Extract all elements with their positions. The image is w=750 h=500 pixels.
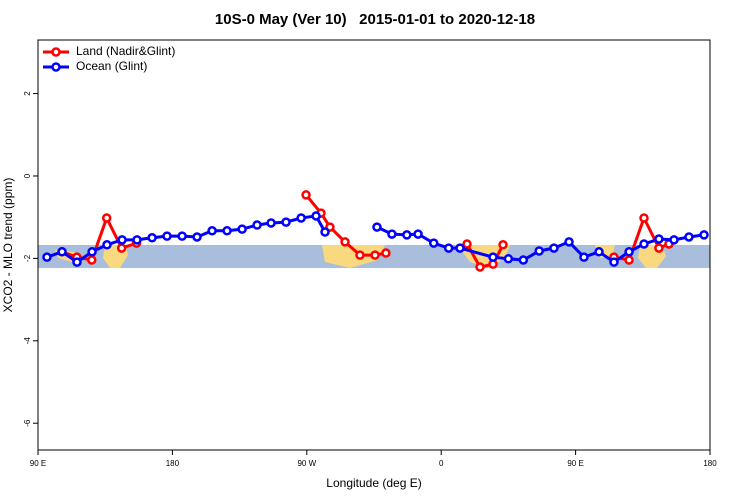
data-point: [311, 211, 321, 221]
data-point: [116, 243, 127, 253]
data-point: [564, 237, 574, 247]
plot-frame: [37, 39, 711, 451]
data-point: [549, 243, 559, 253]
x-tick-label: 90 W: [297, 459, 316, 468]
x-tick-label: 0: [439, 459, 444, 468]
data-point: [207, 226, 217, 236]
data-point: [301, 190, 311, 200]
data-point: [237, 224, 247, 234]
data-point: [402, 230, 412, 240]
x-tick-label: 90 E: [30, 459, 46, 468]
data-point: [624, 247, 634, 257]
x-tick-label: 90 E: [567, 459, 583, 468]
x-tick-label: 180: [166, 459, 180, 468]
data-point: [518, 255, 529, 265]
data-point: [462, 239, 472, 249]
data-point: [669, 235, 679, 245]
data-point: [579, 252, 589, 262]
data-point: [87, 247, 97, 257]
data-point: [87, 255, 97, 265]
x-axis-title: Longitude (deg E): [326, 476, 421, 490]
data-point: [281, 217, 291, 227]
data-point: [684, 232, 694, 242]
y-axis-title: XCO2 - MLO trend (ppm): [1, 178, 15, 313]
legend-label: Ocean (Glint): [76, 59, 147, 73]
data-point: [455, 243, 465, 253]
y-tick-label: -4: [23, 337, 32, 345]
legend-label: Land (Nadir&Glint): [76, 44, 175, 58]
data-point: [534, 246, 544, 256]
data-point: [72, 257, 82, 267]
y-tick-label: -2: [23, 254, 32, 262]
data-point: [594, 247, 604, 257]
data-point: [177, 231, 187, 241]
data-point: [222, 226, 232, 236]
data-point: [252, 220, 262, 230]
data-point: [101, 213, 112, 223]
data-point: [639, 239, 649, 249]
data-point: [192, 232, 202, 242]
data-point: [355, 250, 365, 260]
data-point: [340, 237, 350, 247]
data-point: [609, 257, 619, 267]
land-patch: [322, 245, 385, 268]
data-point: [42, 252, 52, 262]
chart-title: 10S-0 May (Ver 10) 2015-01-01 to 2020-12…: [215, 11, 535, 28]
data-point: [387, 229, 397, 239]
data-point: [488, 252, 498, 262]
data-point: [413, 229, 423, 239]
data-point: [654, 234, 664, 244]
data-point: [699, 230, 709, 240]
legend-marker: [51, 47, 61, 57]
data-point: [370, 250, 380, 260]
data-point: [654, 243, 664, 253]
data-point: [296, 213, 306, 223]
data-point: [102, 240, 112, 250]
data-point: [266, 218, 276, 228]
data-point: [428, 238, 439, 248]
legend-marker: [51, 62, 61, 72]
data-point: [503, 254, 514, 264]
y-tick-label: -6: [23, 419, 32, 427]
data-point: [57, 247, 67, 257]
data-point: [132, 235, 142, 245]
data-point: [624, 255, 634, 265]
data-point: [381, 248, 391, 258]
data-point: [498, 240, 508, 250]
data-point: [147, 233, 157, 243]
y-tick-label: 0: [23, 173, 32, 178]
data-point: [162, 231, 172, 241]
data-point: [475, 262, 485, 272]
data-point: [117, 235, 127, 245]
x-tick-label: 180: [703, 459, 717, 468]
data-point: [320, 227, 330, 237]
data-point: [639, 213, 649, 223]
y-tick-label: 2: [23, 91, 32, 96]
data-point: [443, 243, 454, 253]
data-point: [372, 222, 382, 232]
